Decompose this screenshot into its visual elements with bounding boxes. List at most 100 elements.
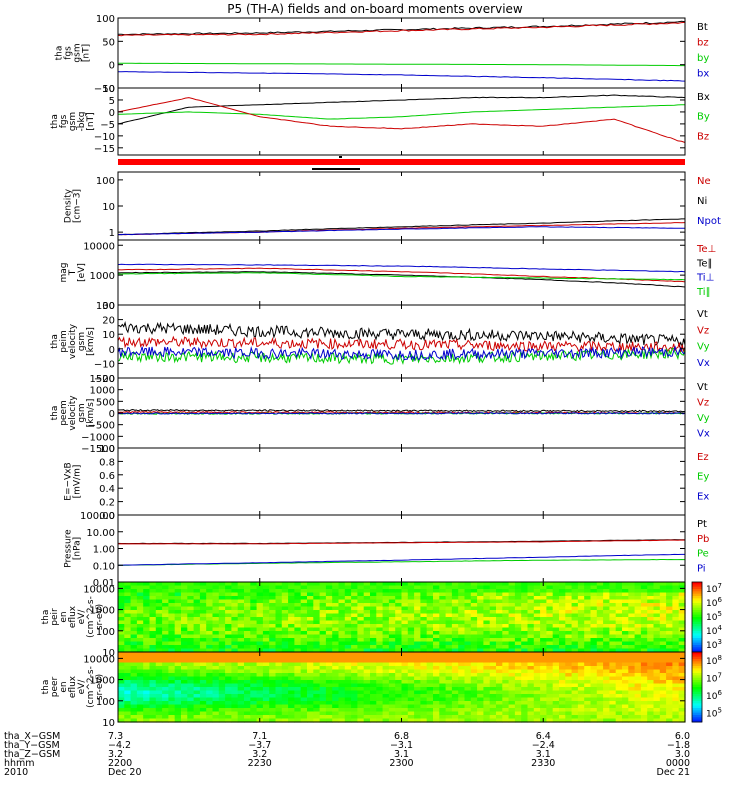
heatmap-cell [262, 631, 270, 636]
heatmap-cell [407, 680, 415, 685]
heatmap-cell [603, 631, 610, 636]
heatmap-cell [351, 708, 358, 713]
heatmap-cell [577, 683, 585, 688]
heatmap-cell [565, 687, 573, 692]
heatmap-cell [136, 613, 144, 618]
heatmap-cell [357, 624, 365, 629]
heatmap-cell [483, 634, 491, 639]
heatmap-cell [338, 589, 346, 594]
heatmap-cell [407, 701, 415, 706]
heatmap-cell [514, 599, 522, 604]
heatmap-cell [628, 603, 636, 608]
heatmap-cell [584, 638, 592, 643]
heatmap-cell [168, 645, 176, 650]
heatmap-cell [256, 641, 264, 646]
heatmap-cell [596, 690, 604, 695]
heatmap-cell [187, 582, 195, 587]
heatmap-cell [622, 694, 629, 699]
heatmap-cell [458, 666, 466, 671]
x-row-label: tha_X−GSM [4, 731, 60, 742]
heatmap-cell [445, 659, 453, 664]
heatmap-cell [433, 617, 440, 622]
heatmap-cell [288, 634, 295, 639]
heatmap-cell [130, 631, 138, 636]
heatmap-cell [244, 704, 251, 709]
heatmap-cell [332, 655, 340, 660]
heatmap-cell [206, 680, 214, 685]
heatmap-cell [181, 708, 188, 713]
heatmap-cell [439, 711, 447, 716]
heatmap-cell [540, 673, 547, 678]
heatmap-cell [559, 648, 566, 653]
heatmap-cell [256, 680, 264, 685]
heatmap-cell [559, 701, 566, 706]
heatmap-cell [244, 631, 251, 636]
heatmap-cell [489, 596, 497, 601]
heatmap-cell [414, 666, 421, 671]
colorbar-step [692, 703, 702, 707]
heatmap-cell [244, 676, 251, 681]
heatmap-cell [388, 603, 396, 608]
heatmap-cell [540, 606, 547, 611]
heatmap-cell [262, 589, 270, 594]
heatmap-cell [420, 718, 428, 723]
heatmap-cell [596, 701, 604, 706]
heatmap-cell [193, 708, 201, 713]
heatmap-cell [496, 715, 503, 720]
heatmap-cell [199, 648, 207, 653]
heatmap-cell [344, 697, 352, 702]
heatmap-cell [584, 603, 592, 608]
heatmap-cell [357, 669, 365, 674]
heatmap-cell [628, 694, 636, 699]
heatmap-cell [231, 631, 239, 636]
heatmap-cell [678, 627, 686, 632]
heatmap-cell [376, 690, 384, 695]
heatmap-cell [433, 585, 440, 590]
ylabel: tha fgs gsm [nT] [55, 43, 92, 62]
heatmap-cell [363, 634, 371, 639]
heatmap-cell [672, 624, 680, 629]
heatmap-cell [250, 596, 258, 601]
heatmap-cell [288, 673, 295, 678]
series-line [117, 272, 686, 281]
heatmap-cell [162, 697, 169, 702]
heatmap-cell [678, 620, 686, 625]
heatmap-cell [388, 715, 396, 720]
heatmap-cell [307, 655, 314, 660]
heatmap-cell [288, 582, 295, 587]
heatmap-cell [628, 613, 636, 618]
heatmap-cell [300, 589, 308, 594]
heatmap-cell [225, 627, 232, 632]
heatmap-cell [407, 669, 415, 674]
heatmap-cell [634, 627, 642, 632]
heatmap-cell [319, 673, 327, 678]
heatmap-cell [659, 582, 667, 587]
heatmap-cell [181, 687, 188, 692]
heatmap-cell [489, 715, 497, 720]
heatmap-cell [420, 662, 428, 667]
heatmap-cell [370, 715, 377, 720]
heatmap-cell [193, 599, 201, 604]
heatmap-cell [225, 701, 232, 706]
heatmap-cell [395, 617, 403, 622]
heatmap-cell [212, 694, 220, 699]
heatmap-cell [363, 585, 371, 590]
heatmap-cell [603, 687, 610, 692]
heatmap-cell [370, 582, 377, 587]
heatmap-cell [218, 648, 226, 653]
heatmap-cell [206, 694, 214, 699]
heatmap-cell [659, 585, 667, 590]
heatmap-cell [659, 631, 667, 636]
heatmap-cell [325, 603, 333, 608]
heatmap-cell [552, 617, 560, 622]
heatmap-cell [370, 669, 377, 674]
heatmap-cell [590, 624, 598, 629]
heatmap-cell [672, 659, 680, 664]
heatmap-cell [262, 627, 270, 632]
heatmap-cell [344, 701, 352, 706]
heatmap-cell [307, 701, 314, 706]
heatmap-cell [344, 715, 352, 720]
ylabel-line: -bkg [77, 112, 87, 132]
heatmap-cell [300, 659, 308, 664]
heatmap-cell [262, 606, 270, 611]
